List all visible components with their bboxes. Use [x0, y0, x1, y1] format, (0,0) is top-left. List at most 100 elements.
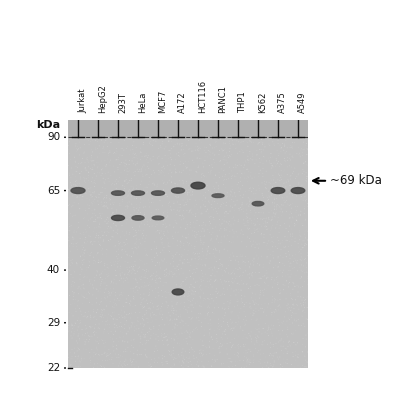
Point — [171, 336, 177, 342]
Point — [186, 292, 193, 299]
Point — [302, 323, 308, 330]
Point — [281, 179, 287, 186]
Point — [268, 165, 275, 171]
Point — [292, 220, 298, 227]
Point — [185, 291, 192, 297]
Point — [126, 157, 133, 164]
Point — [131, 128, 138, 134]
Point — [108, 225, 114, 231]
Point — [102, 228, 109, 235]
Point — [223, 227, 230, 233]
Point — [192, 270, 199, 276]
Point — [223, 208, 230, 215]
Point — [112, 320, 118, 327]
Point — [175, 205, 181, 211]
Point — [118, 319, 124, 326]
Point — [170, 272, 176, 278]
Point — [92, 131, 99, 137]
Point — [283, 204, 289, 210]
Point — [108, 279, 115, 285]
Point — [71, 199, 77, 206]
Point — [70, 296, 76, 302]
Point — [134, 156, 140, 162]
Point — [255, 228, 261, 234]
Point — [154, 260, 161, 266]
Point — [149, 224, 155, 230]
Point — [237, 148, 243, 154]
Point — [186, 186, 192, 193]
Point — [236, 208, 242, 214]
Point — [222, 120, 228, 126]
Text: K562: K562 — [258, 91, 267, 112]
Point — [132, 276, 139, 282]
Point — [71, 267, 77, 274]
Point — [187, 334, 193, 340]
Point — [122, 242, 128, 248]
Point — [169, 274, 176, 280]
Point — [177, 127, 184, 133]
Point — [109, 316, 116, 322]
Point — [97, 224, 104, 231]
Point — [187, 330, 194, 336]
Point — [256, 127, 263, 133]
Point — [214, 127, 221, 134]
Point — [89, 158, 95, 164]
Point — [254, 326, 260, 332]
Point — [201, 341, 207, 347]
Point — [103, 253, 109, 260]
Point — [236, 345, 242, 351]
Point — [286, 281, 292, 287]
Point — [74, 121, 81, 127]
Point — [100, 238, 106, 244]
Point — [263, 223, 270, 230]
Point — [206, 350, 213, 356]
Point — [236, 310, 243, 316]
Point — [234, 218, 240, 224]
Point — [122, 178, 128, 184]
Point — [198, 350, 204, 356]
Point — [257, 351, 264, 357]
Point — [90, 277, 96, 283]
Point — [128, 362, 135, 368]
Point — [302, 262, 308, 269]
Point — [175, 228, 181, 235]
Point — [204, 346, 210, 352]
Point — [68, 125, 74, 131]
Point — [218, 220, 225, 226]
Point — [203, 144, 209, 151]
Point — [189, 256, 195, 262]
Point — [142, 267, 148, 274]
Point — [127, 190, 133, 196]
Point — [94, 250, 101, 256]
Point — [271, 180, 277, 186]
Point — [93, 234, 100, 240]
Point — [76, 315, 82, 321]
Point — [293, 217, 300, 224]
Point — [292, 175, 299, 182]
Point — [85, 332, 92, 339]
Point — [202, 195, 208, 201]
Point — [109, 130, 115, 137]
Point — [269, 130, 275, 136]
Point — [137, 274, 143, 281]
Point — [285, 315, 292, 321]
Point — [168, 146, 175, 152]
Point — [168, 126, 175, 132]
Point — [92, 122, 99, 128]
Point — [76, 276, 82, 282]
Point — [298, 274, 304, 280]
Point — [248, 261, 254, 267]
Point — [100, 232, 106, 238]
Point — [280, 339, 286, 345]
Point — [219, 148, 226, 154]
Point — [276, 237, 282, 244]
Point — [267, 344, 274, 350]
Point — [201, 228, 208, 235]
Point — [176, 212, 183, 219]
Point — [198, 319, 205, 326]
Point — [304, 294, 310, 301]
Point — [181, 256, 188, 262]
Point — [88, 346, 95, 352]
Point — [231, 278, 238, 284]
Point — [116, 139, 122, 146]
